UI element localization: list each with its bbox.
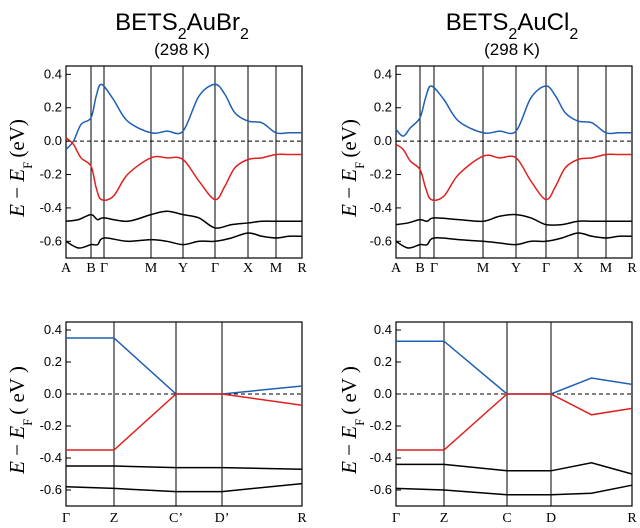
band-line-valence — [395, 143, 632, 201]
y-tick-label: 0.0 — [44, 386, 62, 401]
y-tick-label: -0.2 — [40, 418, 62, 433]
band-line-conduction — [396, 340, 633, 395]
k-point-label: Γ — [100, 261, 108, 276]
k-point-label: B — [86, 261, 95, 276]
k-point-label: Z — [440, 511, 449, 526]
k-point-label: R — [627, 511, 637, 526]
y-tick-label: -0.6 — [370, 233, 392, 248]
band-line-conduction — [65, 83, 302, 151]
band-line-lower — [65, 232, 303, 249]
k-point-label: C’ — [169, 511, 183, 526]
plot-frame — [65, 65, 303, 259]
k-point-label: R — [627, 261, 637, 276]
band-panel-3: -0.6 -0.4 -0.2 0.0 0.2 0.4 Γ Z C D R — [370, 321, 637, 526]
plot-frame — [65, 321, 303, 507]
k-point-label: Γ — [392, 511, 400, 526]
y-tick-label: 0.0 — [374, 386, 392, 401]
y-tick-label: 0.2 — [44, 354, 62, 369]
k-point-label: M — [600, 261, 613, 276]
y-tick-label: -0.4 — [40, 450, 62, 465]
k-point-label: A — [61, 261, 72, 276]
y-tick-label: -0.2 — [40, 167, 62, 182]
panels-group: -0.6-0.4-0.20.00.20.4A B Γ M Y Γ X M R-0.6-0.4-0… — [40, 65, 637, 526]
y-tick-label: 0.2 — [374, 100, 392, 115]
ylabel-top-left: E − EF(eV) — [5, 119, 35, 218]
plot-frame — [395, 321, 633, 507]
ylabel-bottom-left: E − EF( eV ) — [5, 366, 35, 475]
subtitle-aucl: (298 K) — [484, 40, 540, 59]
y-tick-label: 0.4 — [44, 66, 62, 81]
k-point-label: C — [502, 511, 511, 526]
k-point-label: Y — [511, 261, 521, 276]
k-point-label: D — [546, 511, 556, 526]
band-line-lower — [395, 232, 633, 249]
k-point-label: M — [270, 261, 283, 276]
y-tick-label: -0.4 — [370, 200, 392, 215]
band-line-lower — [396, 462, 633, 475]
k-point-label: Z — [110, 511, 119, 526]
y-tick-label: 0.4 — [374, 66, 392, 81]
y-tick-label: 0.2 — [374, 354, 392, 369]
band-line-lower — [65, 482, 303, 493]
k-point-label: Y — [178, 261, 188, 276]
band-line-valence — [66, 393, 303, 451]
y-tick-label: 0.0 — [44, 133, 62, 148]
k-point-label: R — [297, 511, 307, 526]
band-line-conduction — [66, 337, 303, 395]
band-line-lower — [66, 465, 303, 470]
k-point-label: D’ — [215, 511, 230, 526]
title-aucl: BETS2AuCl2 — [446, 9, 579, 43]
k-point-label: Γ — [542, 261, 550, 276]
ylabel-bottom-right: E − EF( eV ) — [337, 366, 367, 475]
k-point-label: Γ — [430, 261, 438, 276]
k-point-label: M — [145, 261, 158, 276]
plot-frame — [395, 65, 633, 259]
y-tick-label: -0.2 — [370, 167, 392, 182]
k-point-label: B — [415, 261, 424, 276]
subtitle-aubr: (298 K) — [154, 40, 210, 59]
band-line-valence — [396, 393, 633, 451]
k-point-label: A — [391, 261, 402, 276]
band-panel-2: -0.6 -0.4 -0.2 0.0 0.2 0.4 Γ Z C’ D’ R — [40, 321, 307, 526]
y-tick-label: 0.0 — [374, 133, 392, 148]
y-tick-label: -0.6 — [40, 482, 62, 497]
band-line-conduction — [395, 85, 632, 137]
ylabel-top-right: E − EF(eV) — [337, 119, 367, 218]
y-tick-label: 0.4 — [374, 322, 392, 337]
band-line-lower — [395, 484, 633, 496]
band-panel-1: -0.6-0.4-0.20.00.20.4A B Γ M Y Γ X M R — [370, 65, 637, 276]
k-point-label: Γ — [211, 261, 219, 276]
k-point-label: X — [243, 261, 253, 276]
band-line-valence — [65, 137, 302, 201]
y-tick-label: -0.6 — [40, 233, 62, 248]
y-tick-label: -0.6 — [370, 482, 392, 497]
band-panel-0: -0.6-0.4-0.20.00.20.4A B Γ M Y Γ X M R — [40, 65, 307, 276]
y-tick-label: 0.4 — [44, 322, 62, 337]
k-point-label: Γ — [62, 511, 70, 526]
band-line-lower — [395, 213, 632, 226]
y-tick-label: 0.2 — [44, 100, 62, 115]
y-tick-label: -0.4 — [370, 450, 392, 465]
k-point-label: X — [573, 261, 583, 276]
title-aubr: BETS2AuBr2 — [115, 9, 249, 43]
k-point-label: R — [297, 261, 307, 276]
band-line-lower — [65, 210, 302, 229]
y-tick-label: -0.4 — [40, 200, 62, 215]
y-tick-label: -0.2 — [370, 418, 392, 433]
k-point-label: M — [477, 261, 490, 276]
